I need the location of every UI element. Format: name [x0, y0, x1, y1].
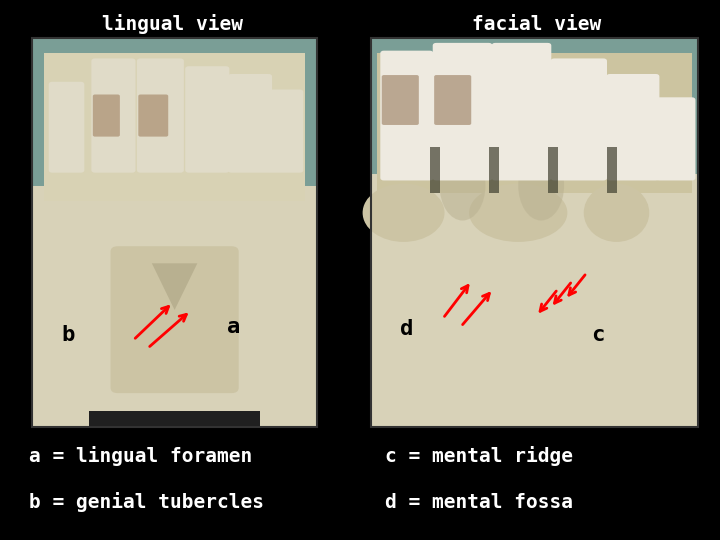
Polygon shape	[152, 264, 197, 310]
FancyBboxPatch shape	[137, 58, 184, 173]
Bar	[371, 38, 698, 427]
FancyBboxPatch shape	[138, 94, 168, 137]
FancyBboxPatch shape	[93, 94, 120, 137]
Ellipse shape	[469, 184, 567, 242]
Text: b: b	[62, 325, 75, 345]
Bar	[371, 38, 698, 427]
FancyBboxPatch shape	[606, 74, 660, 180]
Text: d = mental fossa: d = mental fossa	[385, 492, 573, 512]
FancyBboxPatch shape	[185, 66, 230, 173]
Bar	[32, 38, 317, 427]
Ellipse shape	[584, 184, 649, 242]
Text: d: d	[400, 319, 413, 340]
Bar	[32, 186, 317, 427]
Bar	[548, 147, 557, 193]
Text: a: a	[228, 316, 240, 337]
FancyBboxPatch shape	[228, 74, 272, 173]
Bar	[377, 53, 692, 193]
FancyBboxPatch shape	[382, 75, 419, 125]
FancyBboxPatch shape	[655, 97, 696, 180]
FancyBboxPatch shape	[268, 90, 303, 173]
Bar	[32, 38, 317, 427]
FancyBboxPatch shape	[434, 75, 471, 125]
FancyBboxPatch shape	[91, 58, 135, 173]
FancyBboxPatch shape	[551, 58, 607, 180]
Bar	[371, 174, 698, 427]
Bar	[607, 147, 616, 193]
Text: c = mental ridge: c = mental ridge	[385, 446, 573, 467]
Ellipse shape	[440, 151, 485, 220]
Bar	[89, 411, 260, 427]
Bar	[44, 53, 305, 201]
FancyBboxPatch shape	[380, 51, 433, 180]
Text: b = genial tubercles: b = genial tubercles	[29, 492, 264, 512]
Text: lingual view: lingual view	[102, 14, 243, 35]
Text: c: c	[591, 325, 604, 345]
Bar	[489, 147, 498, 193]
Ellipse shape	[363, 184, 444, 242]
Ellipse shape	[518, 151, 564, 220]
Text: facial view: facial view	[472, 15, 601, 34]
FancyBboxPatch shape	[433, 43, 492, 180]
Bar	[430, 147, 440, 193]
FancyBboxPatch shape	[49, 82, 84, 173]
FancyBboxPatch shape	[492, 43, 552, 180]
FancyBboxPatch shape	[110, 246, 239, 393]
Text: a = lingual foramen: a = lingual foramen	[29, 446, 252, 467]
